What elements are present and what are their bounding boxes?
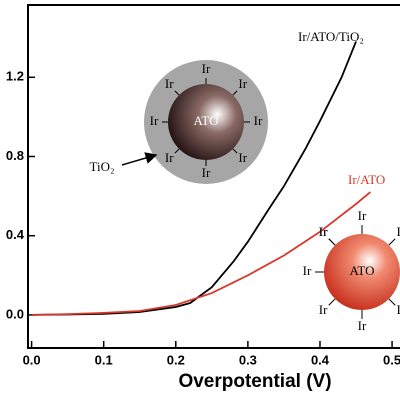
ligand-label: Ir — [358, 318, 367, 333]
ligand-bond — [232, 148, 238, 154]
ligand-label: Ir — [202, 61, 211, 76]
ligand-bond — [232, 90, 238, 96]
y-tick-label: 1.2 — [6, 69, 24, 84]
ligand-label: Ir — [397, 224, 400, 239]
series-line — [31, 41, 357, 316]
y-tick-label: 0.0 — [6, 306, 24, 321]
particle-core — [168, 84, 244, 160]
ligand-label: Ir — [319, 302, 328, 317]
series-label: Ir/ATO/TiO₂ — [298, 29, 364, 44]
core-label: ATO — [349, 263, 374, 278]
ligand-bond — [388, 238, 396, 246]
ligand-label: Ir — [238, 76, 247, 91]
x-tick-label: 0.0 — [23, 352, 41, 367]
core-label: ATO — [193, 113, 218, 128]
ligand-label: Ir — [319, 224, 328, 239]
ligand-label: Ir — [150, 113, 159, 128]
x-axis-label: Overpotential (V) — [178, 371, 331, 392]
ligand-bond — [328, 298, 336, 306]
y-tick-label: 0.4 — [6, 227, 25, 242]
x-tick-label: 0.3 — [239, 352, 257, 367]
y-tick-label: 0.8 — [6, 148, 24, 163]
series-line — [31, 191, 371, 316]
x-tick-label: 0.5 — [383, 352, 400, 367]
x-tick-label: 0.4 — [311, 352, 330, 367]
ligand-label: Ir — [165, 76, 174, 91]
ligand-label: Ir — [165, 150, 174, 165]
shell-label: TiO₂ — [89, 159, 114, 174]
ligand-bond — [174, 148, 180, 154]
ligand-bond — [388, 298, 396, 306]
ligand-label: Ir — [303, 263, 312, 278]
ligand-label: Ir — [358, 208, 367, 223]
ligand-bond — [174, 90, 180, 96]
particle-core — [324, 234, 400, 310]
x-tick-label: 0.2 — [167, 352, 185, 367]
ligand-label: Ir — [397, 302, 400, 317]
ligand-label: Ir — [202, 165, 211, 180]
shell-arrow — [121, 152, 158, 166]
series-label: Ir/ATO — [348, 172, 385, 187]
plot-frame — [27, 4, 400, 349]
ligand-bond — [328, 238, 336, 246]
ligand-label: Ir — [238, 150, 247, 165]
ligand-label: Ir — [254, 113, 263, 128]
ligand-label: Ir — [319, 224, 328, 239]
x-tick-label: 0.1 — [95, 352, 113, 367]
